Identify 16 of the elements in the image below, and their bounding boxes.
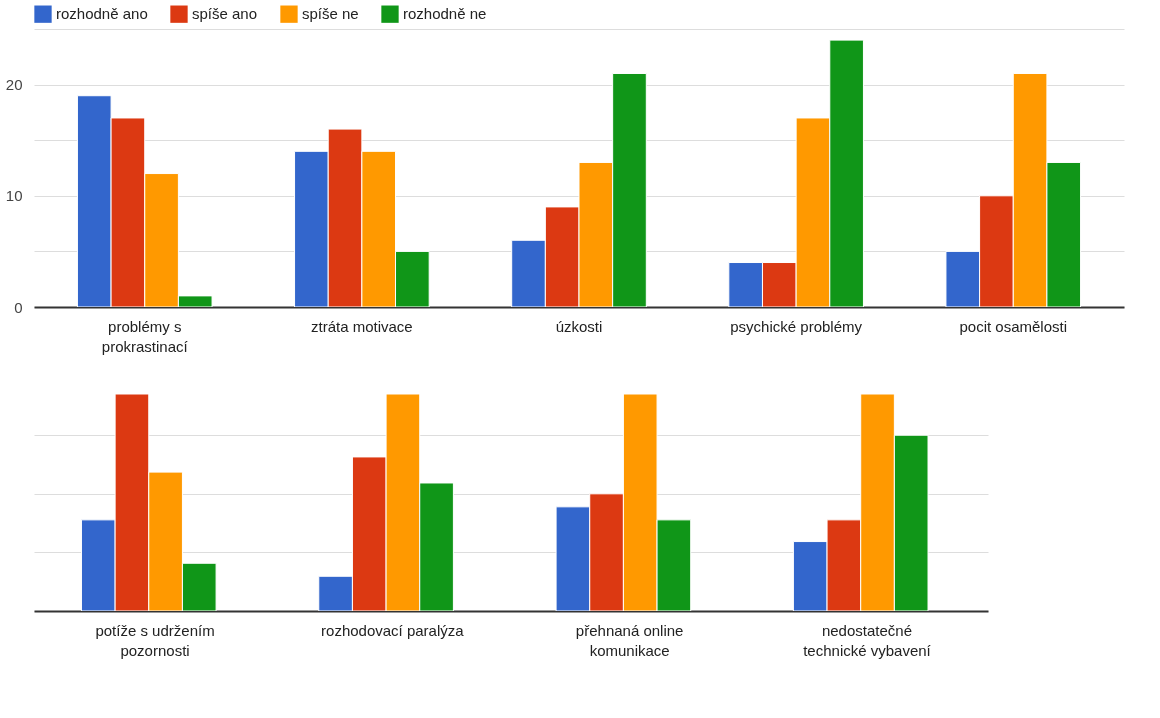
x-tick-label: potíže s udržením pozornosti <box>95 621 215 659</box>
y-tick-label: 20 <box>5 76 23 94</box>
x-tick-label: úzkosti <box>555 317 603 335</box>
y-tick-label: 0 <box>14 298 23 316</box>
x-tick-label: problémy s prokrastinací <box>101 317 189 355</box>
legend-label: rozhodně ne <box>403 5 487 23</box>
x-tick-label: psychické problémy <box>730 317 863 335</box>
x-tick-label: přehnaná online komunikace <box>575 621 684 659</box>
x-tick-label: nedostatečné technické vybavení <box>803 621 932 659</box>
y-tick-label: 10 <box>5 187 23 205</box>
legend-label: rozhodně ano <box>56 5 148 23</box>
legend-label: spíše ne <box>302 5 359 23</box>
x-tick-label: rozhodovací paralýza <box>321 621 465 639</box>
x-tick-label: ztráta motivace <box>311 317 413 335</box>
x-tick-label: pocit osamělosti <box>959 317 1068 335</box>
legend-label: spíše ano <box>192 5 258 23</box>
